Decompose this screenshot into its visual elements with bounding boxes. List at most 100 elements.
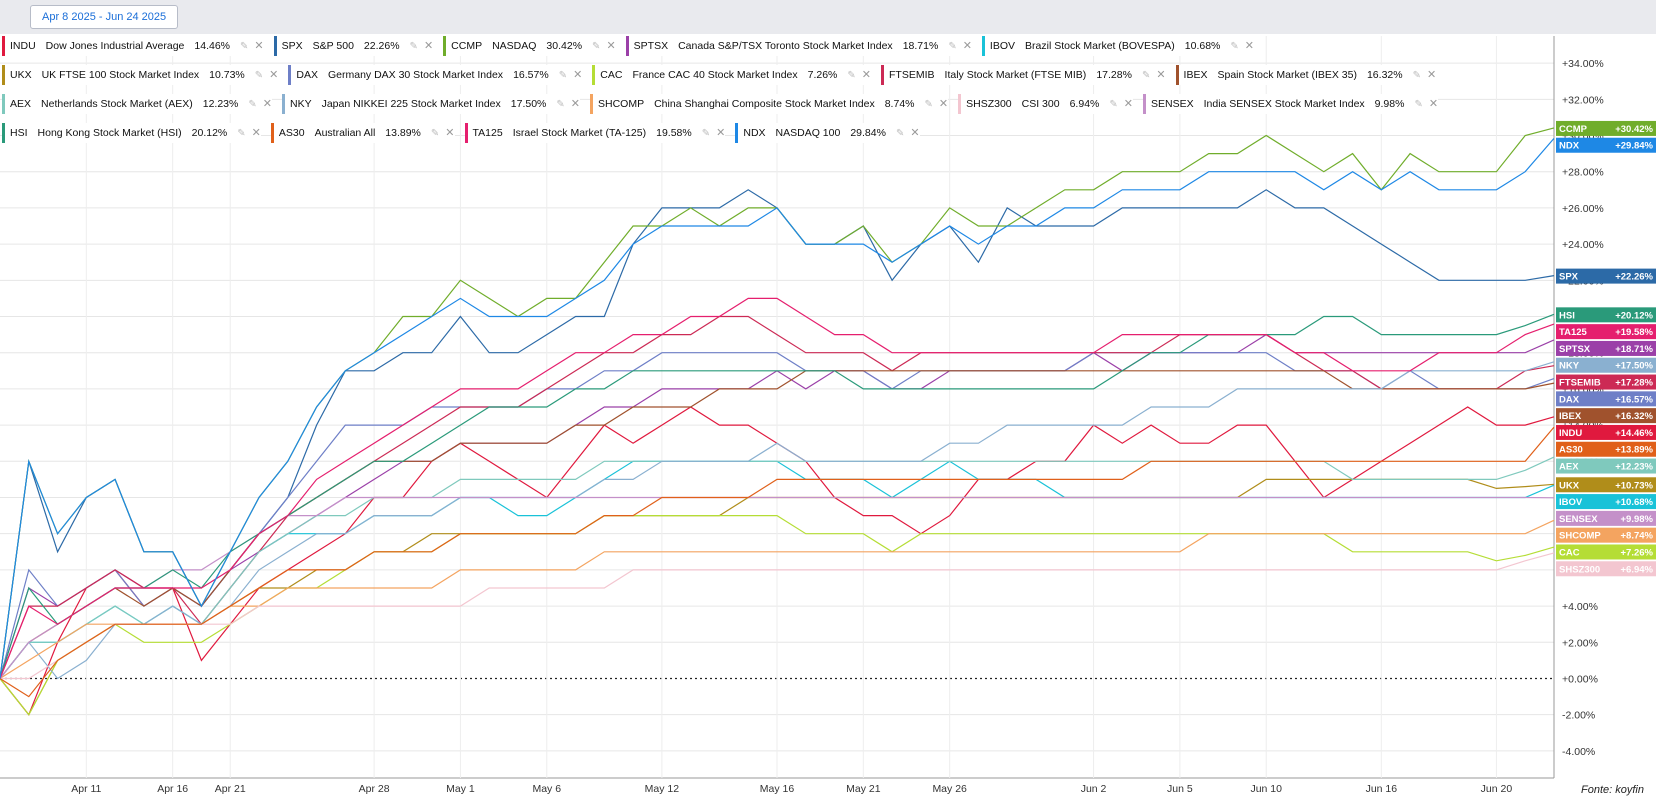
badge-value: +10.73% bbox=[1615, 480, 1653, 491]
badge-value: +7.26% bbox=[1621, 547, 1654, 558]
x-axis: Apr 11 Apr 16 Apr 21 Apr 28 May 1 May 6 May 12… bbox=[71, 783, 1512, 795]
brush-icon[interactable]: ✎ bbox=[895, 128, 905, 139]
brush-icon[interactable]: ✎ bbox=[430, 128, 440, 139]
value-badge-shcomp bbox=[1556, 527, 1656, 543]
value-badge-cac bbox=[1556, 544, 1656, 560]
legend-chip-cac[interactable]: CAC France CAC 40 Stock Market Index 7.26%… bbox=[592, 65, 872, 85]
x-tick-label: Jun 10 bbox=[1250, 783, 1282, 795]
legend-name: India SENSEX Stock Market Index bbox=[1203, 98, 1365, 110]
close-icon[interactable]: ✕ bbox=[570, 98, 580, 110]
close-icon[interactable]: ✕ bbox=[910, 127, 920, 139]
close-icon[interactable]: ✕ bbox=[1244, 40, 1255, 52]
close-icon[interactable]: ✕ bbox=[716, 127, 726, 139]
value-badge-ibex bbox=[1556, 408, 1656, 424]
badge-ticker: DAX bbox=[1559, 394, 1580, 405]
close-icon[interactable]: ✕ bbox=[445, 127, 455, 139]
close-icon[interactable]: ✕ bbox=[1123, 98, 1133, 110]
legend-name: Canada S&P/TSX Toronto Stock Market Inde… bbox=[678, 40, 893, 52]
legend-chip-sptsx[interactable]: SPTSX Canada S&P/TSX Toronto Stock Market… bbox=[625, 36, 972, 56]
x-tick-label: May 12 bbox=[645, 783, 680, 795]
legend-chip-shsz300[interactable]: SHSZ300 CSI 300 6.94% ✎ ✕ bbox=[958, 94, 1133, 114]
badge-value: +20.12% bbox=[1615, 310, 1653, 321]
brush-icon[interactable]: ✎ bbox=[558, 70, 568, 81]
brush-icon[interactable]: ✎ bbox=[1414, 99, 1423, 110]
y-tick-label: +28.00% bbox=[1562, 167, 1604, 179]
legend-change: 22.26% bbox=[363, 40, 400, 52]
legend-name: Dow Jones Industrial Average bbox=[45, 40, 185, 52]
close-icon[interactable]: ✕ bbox=[1156, 69, 1166, 81]
legend-name: CSI 300 bbox=[1021, 98, 1060, 110]
close-icon[interactable]: ✕ bbox=[269, 69, 279, 81]
legend-chip-nky[interactable]: NKY Japan NIKKEI 225 Stock Market Index 17… bbox=[281, 94, 580, 114]
legend-chip-ftsemib[interactable]: FTSEMIB Italy Stock Market (FTSE MIB) 17.2… bbox=[881, 65, 1166, 85]
legend-chip-ccmp[interactable]: CCMP NASDAQ 30.42% ✎ ✕ bbox=[443, 36, 616, 56]
close-icon[interactable]: ✕ bbox=[1426, 69, 1437, 81]
y-axis: +34.00%+32.00%+30.00%+28.00%+26.00%+24.0… bbox=[1562, 58, 1604, 758]
legend-chip-ibov[interactable]: IBOV Brazil Stock Market (BOVESPA) 10.68% ✎… bbox=[981, 36, 1255, 56]
legend-ticker: IBEX bbox=[1183, 69, 1208, 81]
date-range-button[interactable]: Apr 8 2025 - Jun 24 2025 bbox=[30, 5, 179, 29]
brush-icon[interactable]: ✎ bbox=[1230, 41, 1239, 52]
legend-ticker: IBOV bbox=[989, 40, 1016, 52]
value-badge-ndx bbox=[1556, 137, 1656, 153]
brush-icon[interactable]: ✎ bbox=[1109, 99, 1118, 110]
brush-icon[interactable]: ✎ bbox=[948, 41, 957, 52]
legend-ticker: SENSEX bbox=[1150, 98, 1194, 110]
badge-value: +18.71% bbox=[1615, 344, 1653, 355]
value-badge-ftsemib bbox=[1556, 374, 1656, 390]
close-icon[interactable]: ✕ bbox=[606, 40, 616, 52]
brush-icon[interactable]: ✎ bbox=[592, 41, 601, 52]
close-icon[interactable]: ✕ bbox=[251, 127, 261, 139]
legend-name: Hong Kong Stock Market (HSI) bbox=[37, 127, 182, 139]
badge-value: +22.26% bbox=[1615, 272, 1653, 283]
legend-change: 10.68% bbox=[1184, 40, 1221, 52]
brush-icon[interactable]: ✎ bbox=[1141, 70, 1151, 81]
close-icon[interactable]: ✕ bbox=[938, 98, 949, 110]
close-icon[interactable]: ✕ bbox=[254, 40, 264, 52]
legend-chip-shcomp[interactable]: SHCOMP China Shanghai Composite Stock Mar… bbox=[590, 94, 949, 114]
legend-chip-dax[interactable]: DAX Germany DAX 30 Stock Market Index 16.5… bbox=[288, 65, 583, 85]
legend-chip-ta125[interactable]: TA125 Israel Stock Market (TA-125) 19.58% ✎… bbox=[464, 123, 726, 143]
legend-name: Australian All bbox=[314, 127, 376, 139]
x-tick-label: May 1 bbox=[446, 783, 475, 795]
close-icon[interactable]: ✕ bbox=[861, 69, 872, 81]
brush-icon[interactable]: ✎ bbox=[1412, 70, 1421, 81]
badge-ticker: HSI bbox=[1559, 310, 1575, 321]
brush-icon[interactable]: ✎ bbox=[924, 99, 933, 110]
legend-change: 17.50% bbox=[510, 98, 547, 110]
x-tick-label: Jun 5 bbox=[1167, 783, 1193, 795]
legend-chip-indu[interactable]: INDU Dow Jones Industrial Average 14.46% ✎ ✕ bbox=[2, 36, 264, 56]
legend-ticker: SPTSX bbox=[633, 40, 669, 52]
badge-ticker: AS30 bbox=[1559, 445, 1583, 456]
brush-icon[interactable]: ✎ bbox=[248, 99, 257, 110]
badge-value: +14.46% bbox=[1615, 428, 1653, 439]
legend-chip-sensex[interactable]: SENSEX India SENSEX Stock Market Index 9.9… bbox=[1142, 94, 1439, 114]
brush-icon[interactable]: ✎ bbox=[237, 128, 246, 139]
legend-chip-aex[interactable]: AEX Netherlands Stock Market (AEX) 12.23% ✎… bbox=[2, 94, 272, 114]
legend-ticker: SHCOMP bbox=[598, 98, 645, 110]
legend-chip-ukx[interactable]: UKX UK FTSE 100 Stock Market Index 10.73% ✎… bbox=[2, 65, 279, 85]
brush-icon[interactable]: ✎ bbox=[556, 99, 565, 110]
close-icon[interactable]: ✕ bbox=[423, 40, 434, 52]
brush-icon[interactable]: ✎ bbox=[254, 70, 264, 81]
legend-ticker: NKY bbox=[289, 98, 312, 110]
legend-change: 6.94% bbox=[1069, 98, 1100, 110]
legend-chip-as30[interactable]: AS30 Australian All 13.89% ✎ ✕ bbox=[270, 123, 455, 143]
close-icon[interactable]: ✕ bbox=[962, 40, 972, 52]
legend-change: 9.98% bbox=[1374, 98, 1405, 110]
x-tick-label: Apr 28 bbox=[359, 783, 390, 795]
legend-chip-ndx[interactable]: NDX NASDAQ 100 29.84% ✎ ✕ bbox=[735, 123, 920, 143]
brush-icon[interactable]: ✎ bbox=[409, 41, 418, 52]
close-icon[interactable]: ✕ bbox=[262, 98, 272, 110]
close-icon[interactable]: ✕ bbox=[1428, 98, 1439, 110]
brush-icon[interactable]: ✎ bbox=[240, 41, 249, 52]
legend-chip-ibex[interactable]: IBEX Spain Stock Market (IBEX 35) 16.32% ✎ ✕ bbox=[1175, 65, 1437, 85]
legend-chip-hsi[interactable]: HSI Hong Kong Stock Market (HSI) 20.12% ✎ ✕ bbox=[2, 123, 261, 143]
badge-value: +10.68% bbox=[1615, 497, 1653, 508]
brush-icon[interactable]: ✎ bbox=[701, 128, 711, 139]
legend-chip-spx[interactable]: SPX S&P 500 22.26% ✎ ✕ bbox=[273, 36, 434, 56]
brush-icon[interactable]: ✎ bbox=[847, 70, 856, 81]
close-icon[interactable]: ✕ bbox=[573, 69, 583, 81]
legend-ticker: AEX bbox=[10, 98, 32, 110]
